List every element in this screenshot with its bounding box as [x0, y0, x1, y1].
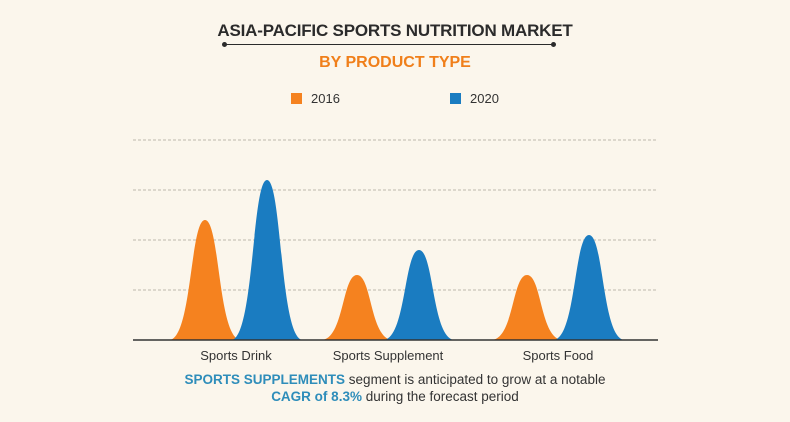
legend-swatch-2020: [450, 93, 461, 104]
footnote-highlight-cagr: CAGR of 8.3%: [271, 389, 362, 404]
legend-swatch-2016: [291, 93, 302, 104]
peak-2020-sports-food: [553, 235, 625, 340]
peak-2016-sports-food: [491, 275, 563, 340]
peak-2016-sports-drink: [169, 220, 241, 340]
footnote-text-line1: segment is anticipated to grow at a nota…: [345, 372, 606, 387]
x-tick-label: Sports Food: [523, 348, 594, 363]
footnote-text-line2: during the forecast period: [361, 389, 519, 404]
footnote: SPORTS SUPPLEMENTS segment is anticipate…: [0, 371, 790, 405]
chart-subtitle: BY PRODUCT TYPE: [319, 54, 471, 71]
title-divider: [222, 42, 556, 47]
peak-2020-sports-supplement: [383, 250, 455, 340]
x-tick-label: Sports Drink: [200, 348, 272, 363]
legend-item-2016: 2016: [291, 91, 340, 106]
legend-label-2020: 2020: [470, 91, 499, 106]
peak-2016-sports-supplement: [321, 275, 393, 340]
peak-2020-sports-drink: [231, 180, 303, 340]
chart-title: ASIA-PACIFIC SPORTS NUTRITION MARKET: [217, 21, 573, 40]
legend-label-2016: 2016: [311, 91, 340, 106]
legend-item-2020: 2020: [450, 91, 499, 106]
x-tick-label: Sports Supplement: [333, 348, 444, 363]
footnote-highlight-segment: SPORTS SUPPLEMENTS: [184, 372, 346, 387]
